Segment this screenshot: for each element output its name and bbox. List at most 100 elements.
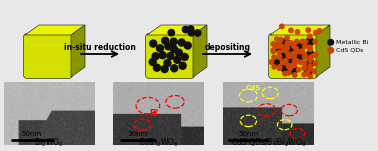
Circle shape	[277, 66, 282, 70]
Circle shape	[271, 42, 276, 46]
Circle shape	[280, 24, 284, 29]
Circle shape	[305, 67, 313, 75]
Circle shape	[306, 51, 314, 59]
Polygon shape	[270, 25, 330, 35]
Text: Bi/Bi$_2$WO$_6$: Bi/Bi$_2$WO$_6$	[139, 137, 179, 149]
Text: Bi$_2$WO$_6$: Bi$_2$WO$_6$	[34, 137, 64, 149]
Circle shape	[271, 50, 275, 54]
Circle shape	[299, 60, 303, 64]
Circle shape	[308, 34, 312, 39]
Circle shape	[271, 48, 276, 53]
Circle shape	[182, 26, 189, 33]
Circle shape	[294, 58, 299, 63]
Text: 30nm: 30nm	[128, 131, 148, 137]
Circle shape	[308, 45, 312, 50]
Polygon shape	[71, 25, 85, 77]
Circle shape	[277, 55, 282, 59]
Circle shape	[308, 64, 313, 68]
Circle shape	[318, 29, 322, 33]
Circle shape	[179, 62, 186, 69]
Circle shape	[288, 54, 292, 58]
Circle shape	[285, 46, 289, 50]
Circle shape	[302, 40, 307, 44]
Circle shape	[283, 71, 287, 76]
Circle shape	[287, 71, 291, 75]
Circle shape	[306, 38, 314, 46]
Circle shape	[287, 57, 295, 65]
Circle shape	[178, 39, 185, 46]
Circle shape	[277, 54, 281, 58]
Circle shape	[277, 65, 282, 69]
Circle shape	[171, 65, 178, 72]
Circle shape	[308, 58, 312, 63]
Circle shape	[306, 28, 310, 32]
Text: CdS QDs/Bi/Bi$_2$WO$_6$: CdS QDs/Bi/Bi$_2$WO$_6$	[231, 137, 306, 149]
Circle shape	[308, 67, 312, 71]
Circle shape	[156, 45, 164, 52]
Circle shape	[287, 63, 291, 68]
Circle shape	[294, 47, 299, 51]
Text: Metallic Bi: Metallic Bi	[336, 40, 368, 45]
Circle shape	[289, 66, 297, 74]
Circle shape	[279, 37, 283, 42]
Circle shape	[273, 44, 277, 48]
Circle shape	[289, 28, 293, 33]
Circle shape	[281, 64, 289, 72]
Circle shape	[149, 58, 156, 65]
Circle shape	[170, 45, 177, 52]
Circle shape	[194, 30, 201, 36]
Text: Bi: Bi	[149, 109, 158, 118]
Circle shape	[181, 53, 188, 60]
Circle shape	[305, 71, 310, 75]
Circle shape	[280, 60, 285, 64]
Circle shape	[277, 40, 282, 44]
Circle shape	[295, 30, 300, 34]
Circle shape	[277, 50, 282, 55]
Circle shape	[170, 38, 177, 45]
Circle shape	[302, 72, 306, 77]
Circle shape	[281, 39, 290, 47]
Text: CdS QDs: CdS QDs	[336, 48, 363, 53]
Circle shape	[150, 40, 157, 47]
Text: CdS: CdS	[245, 85, 260, 91]
Circle shape	[272, 55, 276, 59]
FancyBboxPatch shape	[268, 34, 318, 79]
Circle shape	[303, 44, 307, 48]
Circle shape	[296, 42, 304, 50]
Circle shape	[286, 51, 290, 56]
Text: depositing: depositing	[204, 43, 251, 52]
Circle shape	[310, 54, 314, 58]
Circle shape	[283, 47, 288, 51]
Circle shape	[274, 43, 282, 51]
Circle shape	[293, 62, 297, 67]
Circle shape	[308, 56, 312, 60]
Polygon shape	[316, 25, 330, 77]
Circle shape	[275, 44, 279, 48]
Circle shape	[304, 40, 308, 44]
Circle shape	[292, 63, 296, 68]
Polygon shape	[25, 25, 85, 35]
Circle shape	[175, 49, 182, 56]
Circle shape	[168, 29, 175, 36]
Text: 50nm: 50nm	[22, 131, 42, 137]
Circle shape	[296, 67, 301, 72]
Circle shape	[292, 62, 296, 66]
Circle shape	[273, 58, 281, 66]
Circle shape	[161, 66, 168, 73]
Circle shape	[281, 45, 285, 49]
Circle shape	[275, 37, 279, 41]
Circle shape	[292, 54, 296, 58]
FancyBboxPatch shape	[23, 34, 73, 79]
Circle shape	[295, 53, 303, 61]
Circle shape	[313, 40, 318, 44]
Circle shape	[302, 61, 307, 65]
Circle shape	[174, 56, 181, 63]
Circle shape	[285, 41, 289, 45]
Circle shape	[293, 58, 297, 63]
Circle shape	[300, 39, 304, 44]
Circle shape	[313, 53, 318, 57]
Circle shape	[279, 44, 283, 48]
Circle shape	[302, 53, 307, 57]
Circle shape	[300, 49, 304, 53]
FancyBboxPatch shape	[146, 34, 195, 79]
